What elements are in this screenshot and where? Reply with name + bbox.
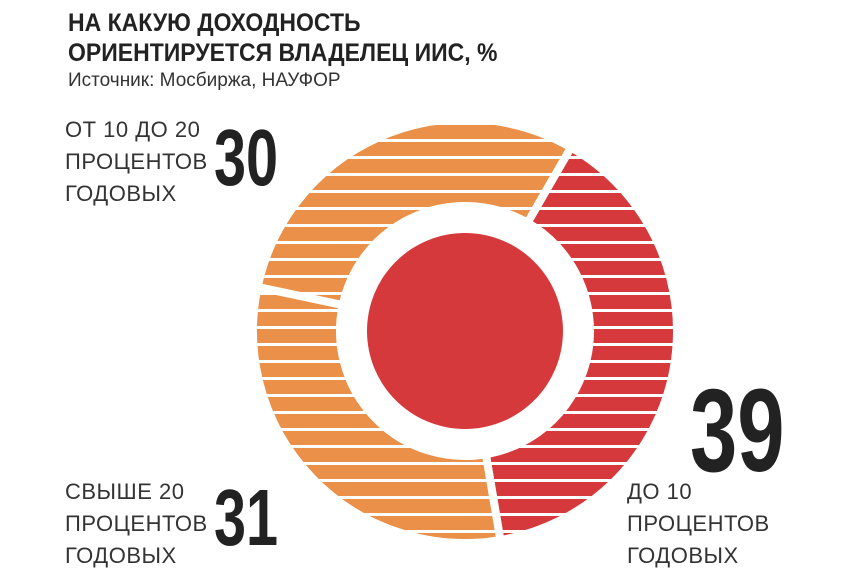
donut-segment bbox=[481, 141, 681, 545]
value-label: 30 bbox=[214, 113, 279, 202]
category-label: ДО 10 ПРОЦЕНТОВ ГОДОВЫХ bbox=[627, 479, 770, 568]
chart-title: НА КАКУЮ ДОХОДНОСТЬ ОРИЕНТИРУЕТСЯ ВЛАДЕЛ… bbox=[68, 8, 535, 68]
title-line: ОРИЕНТИРУЕТСЯ ВЛАДЕЛЕЦ ИИС, % bbox=[68, 39, 498, 67]
category-label: ОТ 10 ДО 20 ПРОЦЕНТОВ ГОДОВЫХ bbox=[65, 117, 208, 206]
donut-segment bbox=[249, 282, 505, 547]
center-disc bbox=[367, 233, 563, 429]
source: Источник: Мосбиржа, НАУФОР bbox=[68, 70, 341, 91]
category-label: СВЫШЕ 20 ПРОЦЕНТОВ ГОДОВЫХ bbox=[65, 479, 208, 568]
value-label: 39 bbox=[690, 365, 785, 497]
donut-segment bbox=[252, 115, 577, 310]
title-line: НА КАКУЮ ДОХОДНОСТЬ bbox=[68, 9, 361, 37]
value-label: 31 bbox=[214, 473, 279, 562]
